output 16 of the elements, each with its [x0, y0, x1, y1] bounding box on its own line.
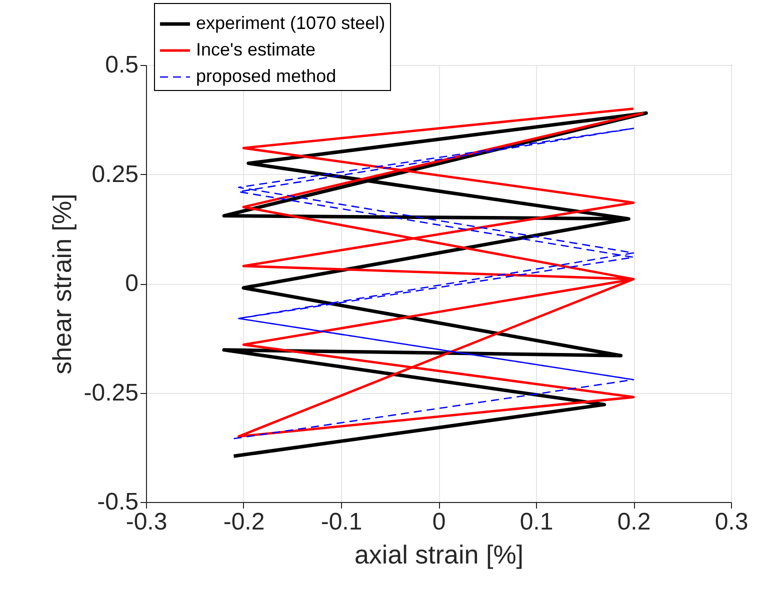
x-tick-label: -0.3 [126, 508, 168, 536]
legend-label: proposed method [196, 66, 336, 86]
x-tick-label: 0.2 [617, 508, 651, 536]
x-tick-label: 0.3 [714, 508, 748, 536]
x-tick-label: -0.2 [223, 508, 265, 536]
y-tick-label: 0.5 [105, 52, 138, 78]
x-tick-label: -0.1 [320, 508, 362, 536]
y-tick-label: -0.25 [84, 379, 138, 406]
legend-label: experiment (1070 steel) [196, 13, 386, 33]
y-axis-title: shear strain [%] [46, 194, 77, 374]
y-tick-label: 0.25 [92, 160, 138, 188]
legend-label: Ince's estimate [196, 40, 316, 60]
y-tick-label: 0 [125, 270, 138, 297]
x-tick-label: 0 [432, 508, 446, 536]
x-tick-label: 0.1 [520, 508, 554, 536]
x-axis-title: axial strain [%] [354, 540, 524, 570]
